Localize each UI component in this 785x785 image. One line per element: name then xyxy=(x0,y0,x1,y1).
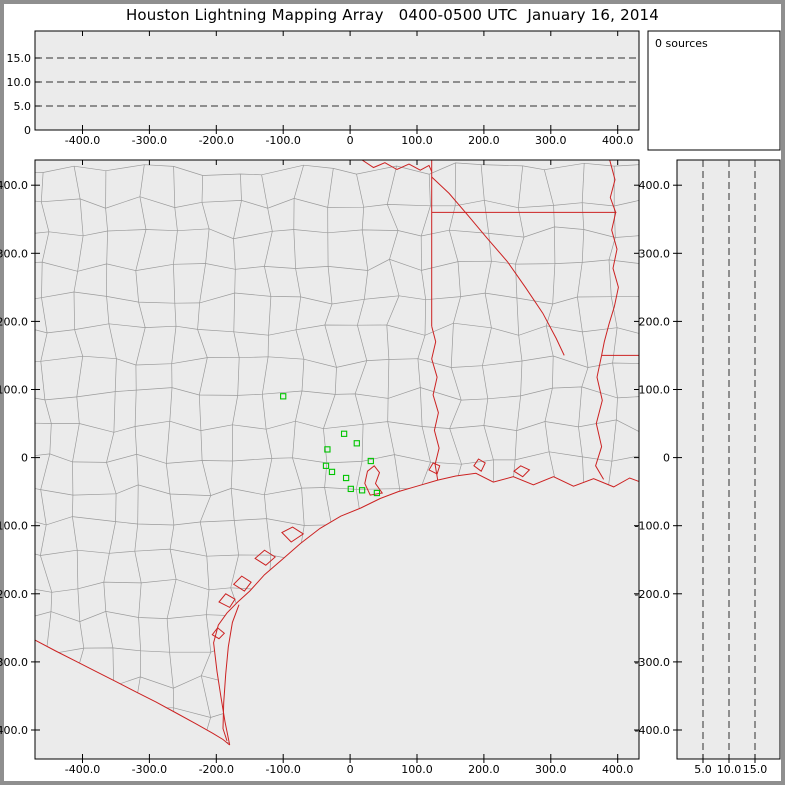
tick-label: 400.0 xyxy=(639,179,671,192)
tick-label: -100.0 xyxy=(635,520,670,533)
tick-label: 100.0 xyxy=(401,763,433,776)
tick-label: 0 xyxy=(347,763,354,776)
lma-station-marker xyxy=(373,489,381,497)
sources-count-plot-area[interactable] xyxy=(647,30,781,151)
tick-label: 15.0 xyxy=(743,763,768,776)
corpus-christi-bay xyxy=(218,593,236,609)
tick-label: -300.0 xyxy=(635,656,670,669)
county-line xyxy=(35,162,639,176)
san-antonio-bay xyxy=(254,549,277,566)
state-borders-and-coastline xyxy=(35,160,639,746)
map-panel-border xyxy=(34,159,640,760)
map-plot-area[interactable] xyxy=(35,160,639,759)
county-line xyxy=(9,172,22,778)
red-river-tx-ok xyxy=(361,160,433,172)
tick-label: 5.0 xyxy=(14,100,32,113)
aransas-bay xyxy=(232,575,252,592)
county-line xyxy=(35,258,639,272)
tick-label: 300.0 xyxy=(535,134,567,147)
tick-label: -100.0 xyxy=(265,134,300,147)
altitude-ns-panel: 400.0 300.0 200.0 100.0 0 -100.0 -200.0 -300.0 -… xyxy=(635,159,781,776)
lma-station-marker xyxy=(347,485,354,493)
calcasieu-lake xyxy=(473,458,486,472)
sources-count-label: 0 sources xyxy=(655,37,708,50)
tick-label: 0 xyxy=(24,124,31,137)
altitude-ew-panel: 15.0 10.0 5.0 0 -400.0 -300.0 -200.0 -100.0 0 100… xyxy=(7,30,640,147)
tick-label: 300.0 xyxy=(0,247,28,260)
county-line xyxy=(103,170,117,745)
tick-label: -400.0 xyxy=(0,724,28,737)
tick-label: -400.0 xyxy=(65,134,100,147)
baffin-bay xyxy=(211,627,226,640)
tick-label: -100.0 xyxy=(0,520,28,533)
tick-label: 100.0 xyxy=(0,383,28,396)
tick-label: 300.0 xyxy=(639,247,671,260)
tick-label: 200.0 xyxy=(639,315,671,328)
tick-label: 0 xyxy=(21,452,28,465)
tick-label: -300.0 xyxy=(0,656,28,669)
tick-label: -400.0 xyxy=(65,763,100,776)
tick-label: 200.0 xyxy=(0,315,28,328)
lma-station-marker xyxy=(367,457,374,465)
lma-station-marker xyxy=(353,440,360,447)
matagorda-bay xyxy=(281,526,305,543)
sabine-lake xyxy=(428,462,441,475)
vermilion-bay xyxy=(513,465,531,478)
tick-label: -200.0 xyxy=(199,134,234,147)
county-line xyxy=(35,226,639,240)
county-line xyxy=(35,419,639,433)
page-title: Houston Lightning Mapping Array 0400-050… xyxy=(125,6,660,24)
tick-label: -400.0 xyxy=(635,724,670,737)
galveston-bay xyxy=(364,465,384,496)
lma-station-marker xyxy=(324,446,331,453)
county-line xyxy=(35,322,639,336)
tick-label: 10.0 xyxy=(7,76,32,89)
rio-grande xyxy=(35,639,231,746)
tick-label: 10.0 xyxy=(717,763,742,776)
mississippi-river xyxy=(601,160,619,356)
sabine-river xyxy=(431,326,440,481)
tick-label: 5.0 xyxy=(694,763,712,776)
county-line xyxy=(165,166,178,745)
tick-label: 200.0 xyxy=(468,134,500,147)
sources-count-panel xyxy=(647,30,781,151)
tick-label: 15.0 xyxy=(7,52,32,65)
padre-island xyxy=(222,604,240,742)
tick-label: 0 xyxy=(347,134,354,147)
tick-label: 200.0 xyxy=(468,763,500,776)
altitude-ew-plot-area[interactable] xyxy=(34,30,640,131)
county-line xyxy=(35,386,639,401)
tick-label: 400.0 xyxy=(602,763,634,776)
tick-label: 300.0 xyxy=(535,763,567,776)
lma-station-marker xyxy=(358,487,366,494)
county-line xyxy=(35,355,639,368)
county-line xyxy=(134,164,147,745)
tick-label: -200.0 xyxy=(635,588,670,601)
tick-label: -200.0 xyxy=(0,588,28,601)
lma-station-marker xyxy=(280,393,287,400)
lma-station-marker xyxy=(342,474,350,482)
tick-label: 400.0 xyxy=(0,179,28,192)
tick-label: 400.0 xyxy=(602,134,634,147)
county-line xyxy=(35,291,639,305)
plan-view-map-panel: -400.0 -300.0 -200.0 -100.0 0 100.0 200.0 300.0… xyxy=(0,159,640,778)
tick-label: -100.0 xyxy=(265,763,300,776)
tick-label: -300.0 xyxy=(132,763,167,776)
lma-station-markers xyxy=(280,393,381,497)
county-line xyxy=(35,196,639,209)
tick-label: -300.0 xyxy=(132,134,167,147)
red-river-la xyxy=(431,176,565,356)
lma-station-marker xyxy=(322,462,330,469)
tick-label: 0 xyxy=(663,452,670,465)
lma-station-marker xyxy=(340,430,348,437)
county-line xyxy=(197,175,212,745)
tick-label: 100.0 xyxy=(401,134,433,147)
tick-label: -200.0 xyxy=(199,763,234,776)
tick-label: 100.0 xyxy=(639,383,671,396)
lma-station-marker xyxy=(328,468,336,476)
mississippi-river-lower xyxy=(595,355,605,480)
